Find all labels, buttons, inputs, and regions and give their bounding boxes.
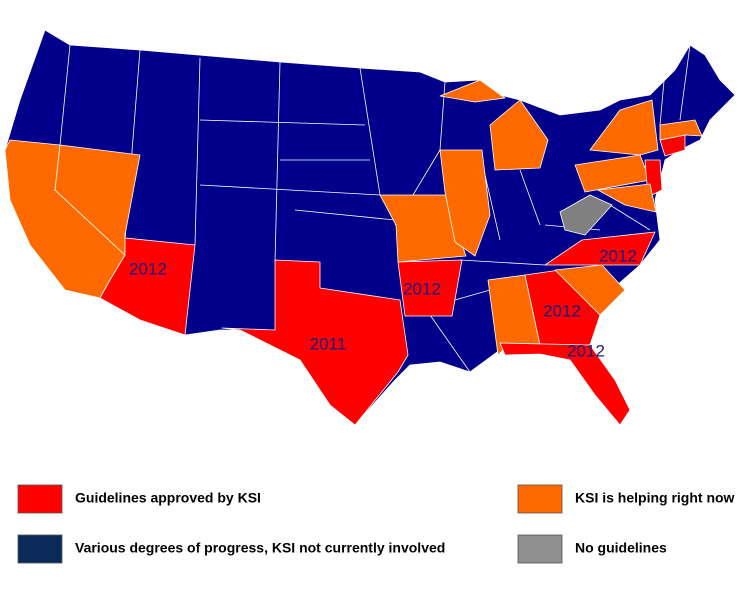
legend-label: Various degrees of progress, KSI not cur… (75, 540, 445, 556)
state-florida (499, 342, 631, 426)
state-illinois (439, 149, 491, 257)
state-georgia (524, 269, 601, 346)
state-south-carolina (554, 264, 626, 316)
map-label: 2011 (310, 334, 347, 353)
state-massachusetts (659, 119, 703, 141)
state-texas (221, 259, 409, 426)
us-map (4, 29, 736, 426)
state-north-carolina (544, 231, 656, 266)
state-michigan (489, 99, 549, 171)
legend-label: Guidelines approved by KSI (75, 490, 261, 506)
state-michigan-upper (439, 79, 506, 103)
legend-swatch (517, 534, 563, 564)
state-arizona (99, 237, 196, 336)
legend-label: No guidelines (575, 540, 667, 556)
state-west-virginia (559, 194, 613, 236)
map-labels: 2012 2011 2012 2012 2012 2012 (129, 246, 637, 360)
state-arkansas (397, 259, 463, 317)
map-label: 2012 (403, 279, 441, 298)
legend-swatch (17, 534, 63, 564)
state-missouri (379, 194, 467, 263)
state-new-york (589, 99, 659, 156)
map-label: 2012 (567, 341, 605, 360)
map-label: 2012 (543, 301, 581, 320)
map-label: 2012 (599, 246, 637, 265)
legend: Guidelines approved by KSI KSI is helping… (17, 484, 735, 564)
map-label: 2012 (129, 259, 167, 278)
legend-swatch (517, 484, 563, 514)
legend-swatch (17, 484, 63, 514)
legend-label: KSI is helping right now (575, 490, 735, 506)
state-maryland (597, 183, 657, 213)
